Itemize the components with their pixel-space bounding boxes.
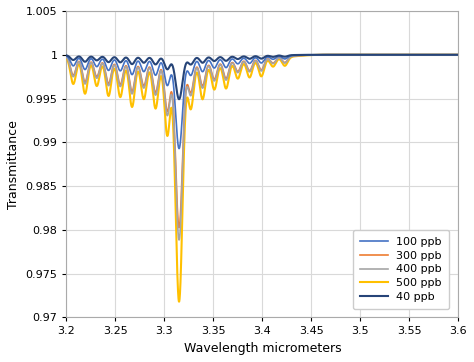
40 ppb [64, 53, 69, 58]
100 ppb [319, 52, 324, 57]
400 ppb [456, 52, 461, 57]
100 ppb [348, 52, 354, 57]
500 ppb [424, 52, 430, 57]
100 ppb [444, 52, 449, 57]
300 ppb [348, 52, 354, 57]
Line: 300 ppb: 300 ppb [66, 55, 458, 228]
Y-axis label: Transmittance: Transmittance [7, 120, 20, 209]
500 ppb [176, 299, 182, 304]
40 ppb [456, 52, 461, 57]
400 ppb [231, 63, 237, 68]
300 ppb [231, 63, 237, 67]
300 ppb [228, 62, 234, 66]
40 ppb [176, 97, 182, 101]
Legend: 100 ppb, 300 ppb, 400 ppb, 500 ppb, 40 ppb: 100 ppb, 300 ppb, 400 ppb, 500 ppb, 40 p… [353, 230, 449, 309]
40 ppb [424, 52, 430, 57]
Line: 400 ppb: 400 ppb [66, 55, 458, 240]
300 ppb [176, 226, 182, 230]
300 ppb [424, 52, 430, 57]
500 ppb [319, 52, 324, 57]
40 ppb [250, 55, 255, 59]
400 ppb [176, 238, 182, 242]
500 ppb [64, 56, 69, 60]
500 ppb [231, 67, 237, 71]
400 ppb [228, 62, 234, 67]
300 ppb [250, 63, 255, 67]
500 ppb [228, 66, 234, 70]
100 ppb [250, 58, 255, 62]
300 ppb [64, 55, 69, 59]
400 ppb [250, 63, 255, 68]
500 ppb [456, 52, 461, 57]
500 ppb [348, 52, 354, 57]
40 ppb [231, 55, 237, 59]
500 ppb [444, 52, 449, 57]
100 ppb [231, 58, 237, 62]
40 ppb [319, 52, 324, 57]
40 ppb [444, 52, 449, 57]
100 ppb [424, 52, 430, 57]
500 ppb [250, 67, 255, 71]
400 ppb [424, 52, 430, 57]
Line: 500 ppb: 500 ppb [66, 55, 458, 302]
400 ppb [64, 55, 69, 60]
X-axis label: Wavelength micrometers: Wavelength micrometers [183, 342, 341, 355]
Line: 40 ppb: 40 ppb [66, 55, 458, 99]
400 ppb [444, 52, 449, 57]
300 ppb [456, 52, 461, 57]
Line: 100 ppb: 100 ppb [66, 55, 458, 148]
300 ppb [444, 52, 449, 57]
400 ppb [348, 52, 354, 57]
300 ppb [319, 52, 324, 57]
100 ppb [456, 52, 461, 57]
100 ppb [64, 54, 69, 58]
400 ppb [319, 52, 324, 57]
100 ppb [176, 146, 182, 151]
100 ppb [228, 58, 234, 62]
40 ppb [348, 52, 354, 57]
40 ppb [228, 55, 234, 59]
